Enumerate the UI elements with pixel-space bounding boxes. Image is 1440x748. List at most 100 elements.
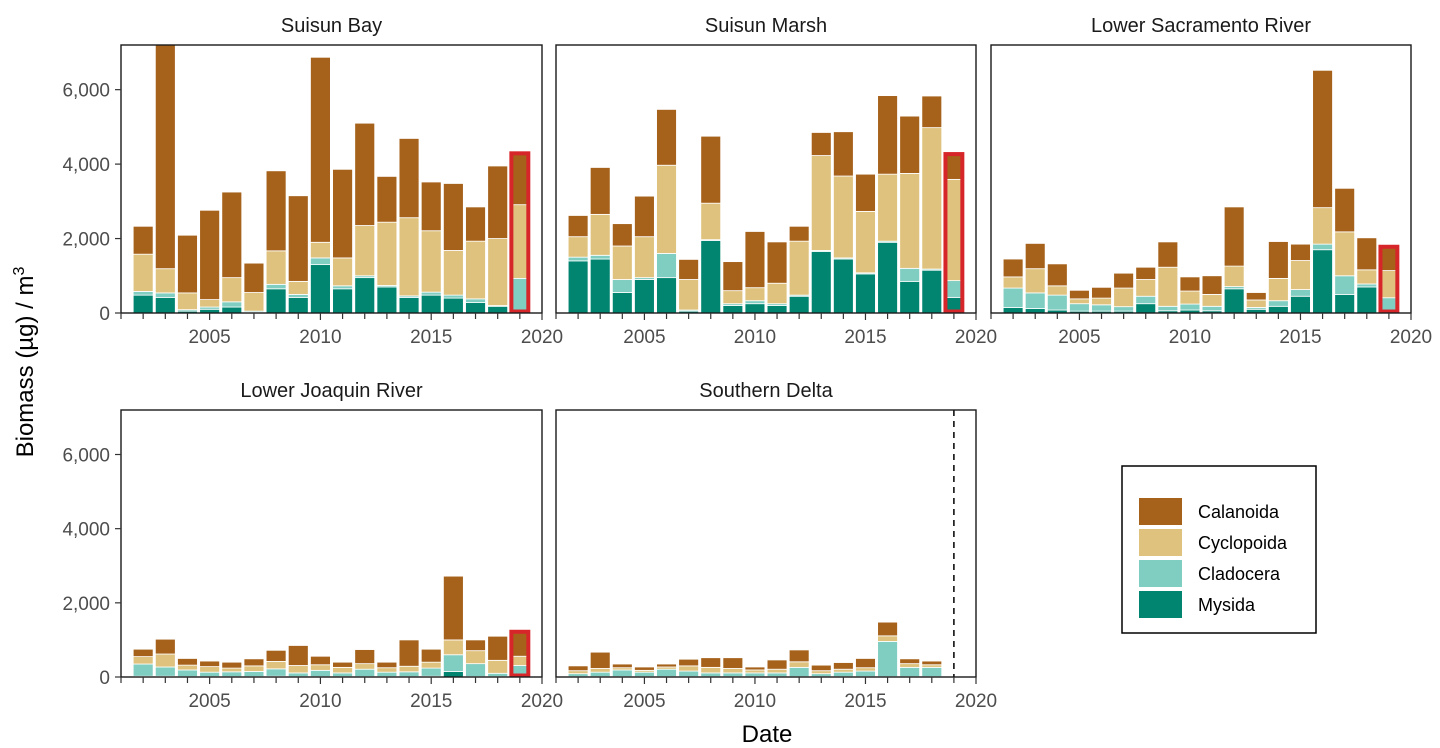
bar-segment-calanoida (788, 225, 810, 242)
bar-segment-cladocera (1334, 275, 1356, 295)
bar-segment-cyclopoida (154, 268, 176, 294)
bar-segment-calanoida (611, 663, 633, 669)
bar-segment-cladocera (420, 291, 442, 296)
bar-segment-cyclopoida (567, 236, 589, 258)
bar-segment-cyclopoida (132, 656, 154, 665)
bar-segment-cyclopoida (833, 175, 854, 259)
bar-segment-cyclopoida (376, 221, 398, 286)
bar-segment-mysida (265, 288, 287, 313)
x-tick-label: 2015 (844, 691, 886, 712)
bar-segment-cyclopoida (265, 250, 287, 285)
bar-segment-cyclopoida (354, 225, 376, 277)
x-tick-label: 2010 (299, 327, 341, 348)
bar-segment-cladocera (420, 667, 442, 677)
bars-group (132, 575, 531, 677)
bar-segment-mysida (1312, 249, 1333, 313)
bar-segment-cyclopoida (921, 127, 943, 270)
bar-segment-calanoida (487, 635, 509, 661)
bar-segment-calanoida (921, 95, 943, 129)
bar-segment-mysida (154, 296, 176, 313)
bar-segment-cyclopoida (744, 287, 766, 302)
bar-segment-cladocera (589, 254, 611, 260)
bar-segment-cyclopoida (243, 292, 265, 312)
bar-segment-calanoida (465, 639, 486, 652)
bar-segment-mysida (398, 296, 420, 313)
bar-segment-calanoida (154, 45, 176, 270)
bar-segment-calanoida (678, 658, 699, 667)
bar-segment-cyclopoida (899, 663, 921, 668)
bar-segment-calanoida (722, 261, 744, 292)
bar-segment-calanoida (766, 659, 788, 670)
bar-segment-mysida (1135, 303, 1157, 313)
bar-segment-calanoida (810, 664, 832, 672)
bar-segment-calanoida (678, 258, 699, 280)
y-tick-label: 0 (99, 304, 110, 325)
bar-segment-calanoida (1091, 286, 1112, 299)
bar-segment-cladocera (287, 293, 309, 298)
legend-key-mysida (1139, 591, 1182, 618)
bar-segment-cyclopoida (766, 282, 788, 305)
bar-segment-calanoida (154, 638, 176, 655)
bar-segment-cyclopoida (700, 666, 722, 674)
bar-segment-calanoida (1135, 266, 1157, 280)
bar-segment-cyclopoida (611, 245, 633, 280)
bar-segment-calanoida (332, 168, 353, 259)
bar-segment-mysida (722, 305, 744, 313)
bar-segment-cyclopoida (877, 173, 898, 242)
bar-segment-mysida (611, 292, 633, 313)
bar-segment-cladocera (611, 279, 633, 293)
y-axis-title-group: Biomass (µg) / m3 (11, 267, 39, 458)
bars-group (567, 621, 943, 677)
bar-segment-cladocera (354, 668, 376, 677)
x-tick-label: 2015 (410, 691, 452, 712)
y-tick-label: 2,000 (62, 230, 110, 251)
bar-segment-calanoida (265, 170, 287, 252)
bar-segment-mysida (833, 258, 854, 313)
bar-segment-cyclopoida (465, 240, 486, 300)
facet-panel: Suisun Bay 2005 2010 2015 2020 0 2,000 4,000 6,0… (62, 15, 563, 348)
bar-segment-cyclopoida (678, 665, 699, 672)
bar-segment-cyclopoida (177, 292, 198, 311)
bar-segment-cladocera (398, 671, 420, 677)
x-tick-label: 2005 (188, 691, 230, 712)
bar-segment-mysida (567, 260, 589, 313)
bar-segment-mysida (855, 273, 876, 313)
bar-segment-calanoida (398, 138, 420, 219)
bar-segment-cyclopoida (899, 173, 921, 269)
bar-segment-calanoida (132, 225, 154, 255)
bar-segment-cyclopoida (1223, 265, 1245, 287)
x-tick-label: 2005 (1058, 327, 1100, 348)
bar-segment-cladocera (1002, 287, 1024, 308)
bar-segment-cyclopoida (810, 155, 832, 251)
facet-panel: Southern Delta 2005 2010 2015 2020 (555, 380, 997, 712)
highlight-box (1378, 244, 1400, 314)
bar-segment-calanoida (1179, 276, 1201, 292)
bar-segment-mysida (1356, 286, 1378, 313)
bar-segment-calanoida (221, 661, 243, 669)
bar-segment-cyclopoida (154, 653, 176, 668)
bar-segment-cladocera (1135, 295, 1157, 305)
bar-segment-cladocera (265, 668, 287, 677)
bar-segment-calanoida (833, 662, 854, 670)
bar-segment-cyclopoida (766, 668, 788, 674)
bar-segment-calanoida (1245, 292, 1267, 301)
bar-segment-cladocera (487, 672, 509, 677)
bar-segment-calanoida (1201, 275, 1223, 295)
bar-segment-cyclopoida (855, 667, 876, 672)
bar-segment-cladocera (1113, 306, 1134, 312)
y-tick-label: 2,000 (62, 594, 110, 615)
bar-segment-cladocera (310, 669, 331, 677)
bar-segment-cladocera (465, 663, 486, 677)
bar-segment-mysida (788, 295, 810, 313)
legend-key-cyclopoida (1139, 529, 1182, 556)
bar-segment-cladocera (442, 654, 464, 672)
bar-segment-cyclopoida (376, 667, 398, 673)
bar-segment-calanoida (722, 657, 744, 669)
bar-segment-calanoida (656, 663, 677, 668)
bar-segment-calanoida (700, 135, 722, 204)
bar-segment-mysida (221, 306, 243, 313)
highlight-box (943, 152, 965, 314)
facet-title: Suisun Marsh (705, 15, 827, 37)
bar-segment-cyclopoida (1312, 207, 1333, 245)
bar-segment-mysida (442, 671, 464, 677)
